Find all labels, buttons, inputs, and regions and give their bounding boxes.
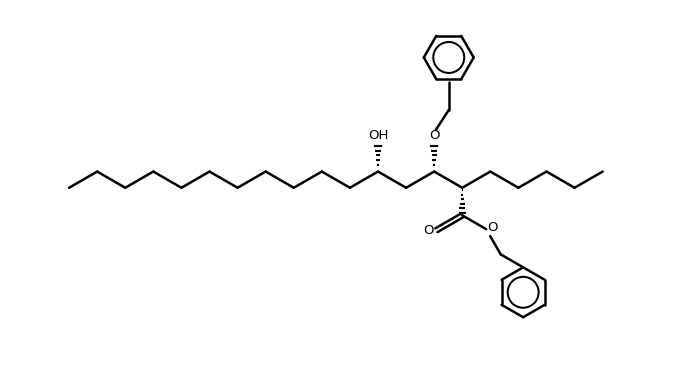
Text: OH: OH [368,129,388,142]
Text: O: O [423,224,433,237]
Text: O: O [429,129,440,142]
Text: O: O [488,222,498,234]
